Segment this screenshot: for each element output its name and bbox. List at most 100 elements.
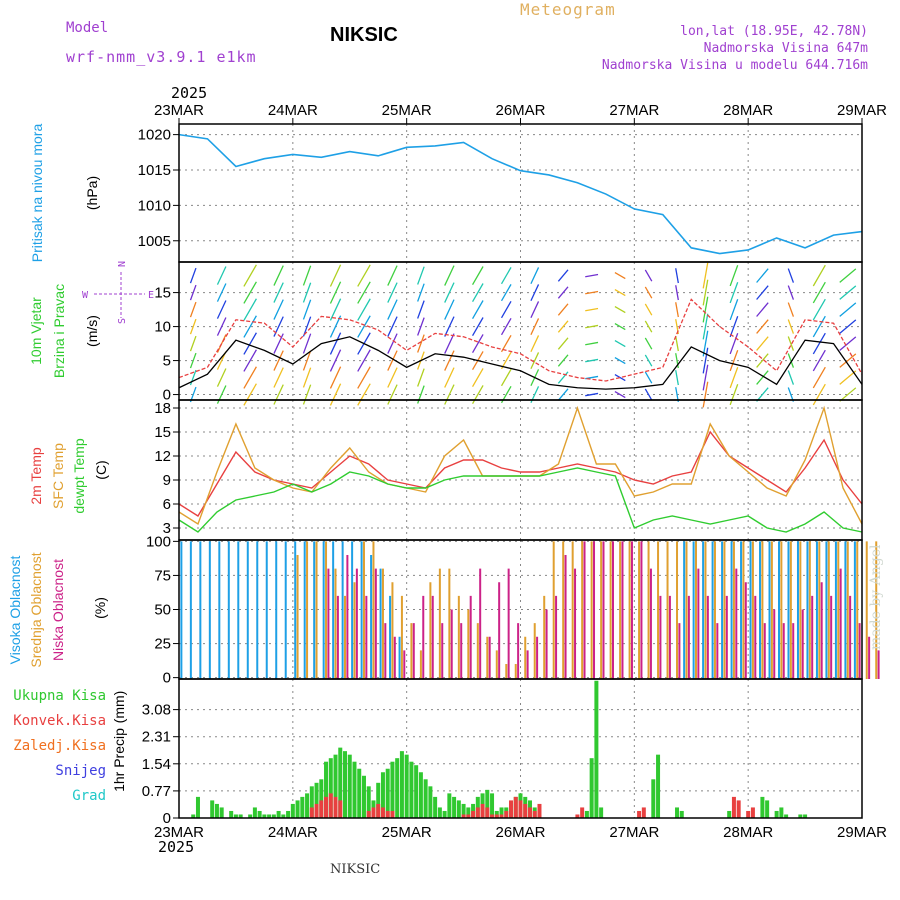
cloud-bar [668,595,671,679]
x-tick-label-bottom: 29MAR [837,824,887,841]
precip-bar [485,789,490,818]
wind-arrow [812,298,826,321]
x-tick-label-top: 25MAR [382,102,432,119]
wind-arrow [614,272,626,280]
cloud-bar [768,541,771,679]
precip-bar [437,807,442,818]
precip-bar [267,814,272,818]
wind-arrow [243,332,257,355]
wind-arrow [471,317,484,336]
precip-bar [343,751,348,818]
cloud-bar [820,582,823,679]
wind-arrow [839,353,857,368]
wind-arrow [500,284,512,302]
precip-bar [784,814,789,818]
wind-arrow [839,268,857,283]
wind-arrow [812,349,826,372]
wind-arrow [189,318,197,335]
y-tick-label: 0.77 [142,783,171,800]
cloud-bar [792,623,795,679]
wind-arrow [243,349,257,372]
wind-arrow [839,302,857,317]
precip-bar [219,807,224,818]
direction-west: W [82,290,89,301]
cloud-bar [332,541,335,679]
precip-bar [527,807,532,818]
panel-frame-temperature [178,399,863,541]
wind-arrow [614,340,626,348]
wind-arrow [530,301,540,319]
cloud-bar [355,568,358,679]
cloud-bar [799,541,802,679]
wind-arrow [302,282,312,303]
cloud-bar [488,636,491,679]
cloud-bar [218,541,221,679]
wind-arrow [557,337,569,350]
precip-bar [584,810,589,818]
cloud-bar [694,541,697,679]
wind-arrow [812,281,826,304]
wind-arrow [302,367,312,388]
wind-arrow [839,285,857,300]
wind-arrow [614,374,626,382]
cloud-bar [827,541,830,679]
y-tick-label: 1020 [138,127,171,144]
wind-arrow [614,323,626,331]
precip-bar [656,754,661,818]
wind-arrow [530,284,540,302]
wind-arrow [500,369,512,387]
wind-arrow [585,324,599,329]
precip-bar [347,754,352,818]
cloud-bar [687,595,690,679]
wind-arrow [273,367,284,388]
precip-legend-ukupna kisa: Ukupna Kisa [13,688,106,704]
cloud-bar [837,541,840,679]
cloud-bars-niska [327,541,880,679]
wind-arrow [729,316,739,338]
cloud-bar [327,568,330,679]
wind-arrow [243,298,257,321]
wind-arrow [756,336,769,351]
wind-arrow [387,367,398,388]
y-tick-label: 100 [146,533,171,550]
y-tick-label: 9 [163,472,171,489]
precip-bar [409,761,414,818]
wind-arrow [357,315,371,338]
cloud-bar [498,582,501,679]
cloud-bar [564,554,567,679]
cloud-bar [825,541,828,679]
cloud-bar [526,650,529,679]
cloud-bar [275,541,278,679]
station-title: NIKSIC [330,24,398,46]
wind-arrow [243,383,257,406]
wind-arrow [787,302,795,317]
cloud-bar [735,568,738,679]
precip-bar [760,796,765,818]
precip-bar [765,800,770,818]
cloud-bar [657,541,660,679]
precip-bar [731,796,736,818]
precip-bar [471,810,476,818]
wind-arrow [530,318,540,336]
precip-bar [532,810,537,818]
cloud-bar [441,623,444,679]
cloud-bar [818,541,821,679]
wind-arrow [812,264,826,287]
x-tick-label-bottom: 27MAR [609,824,659,841]
wind-arrow [585,273,599,278]
wind-arrows [189,262,857,408]
cloud-bar [246,541,249,679]
cloud-bar [256,541,259,679]
cloud-bar [389,595,392,679]
cloud-bar [649,568,652,679]
y-tick-label: 3.08 [142,702,171,719]
cloud-bar [533,623,536,679]
cloud-bar [711,541,714,679]
wind-arrow [702,330,709,357]
wind-arrow [216,368,227,387]
y-tick-label: 0 [163,810,171,827]
wind-arrow [243,281,257,304]
panel-frame-precipitation [178,678,863,819]
precip-bar [575,814,580,818]
cloud-bar [322,541,325,679]
